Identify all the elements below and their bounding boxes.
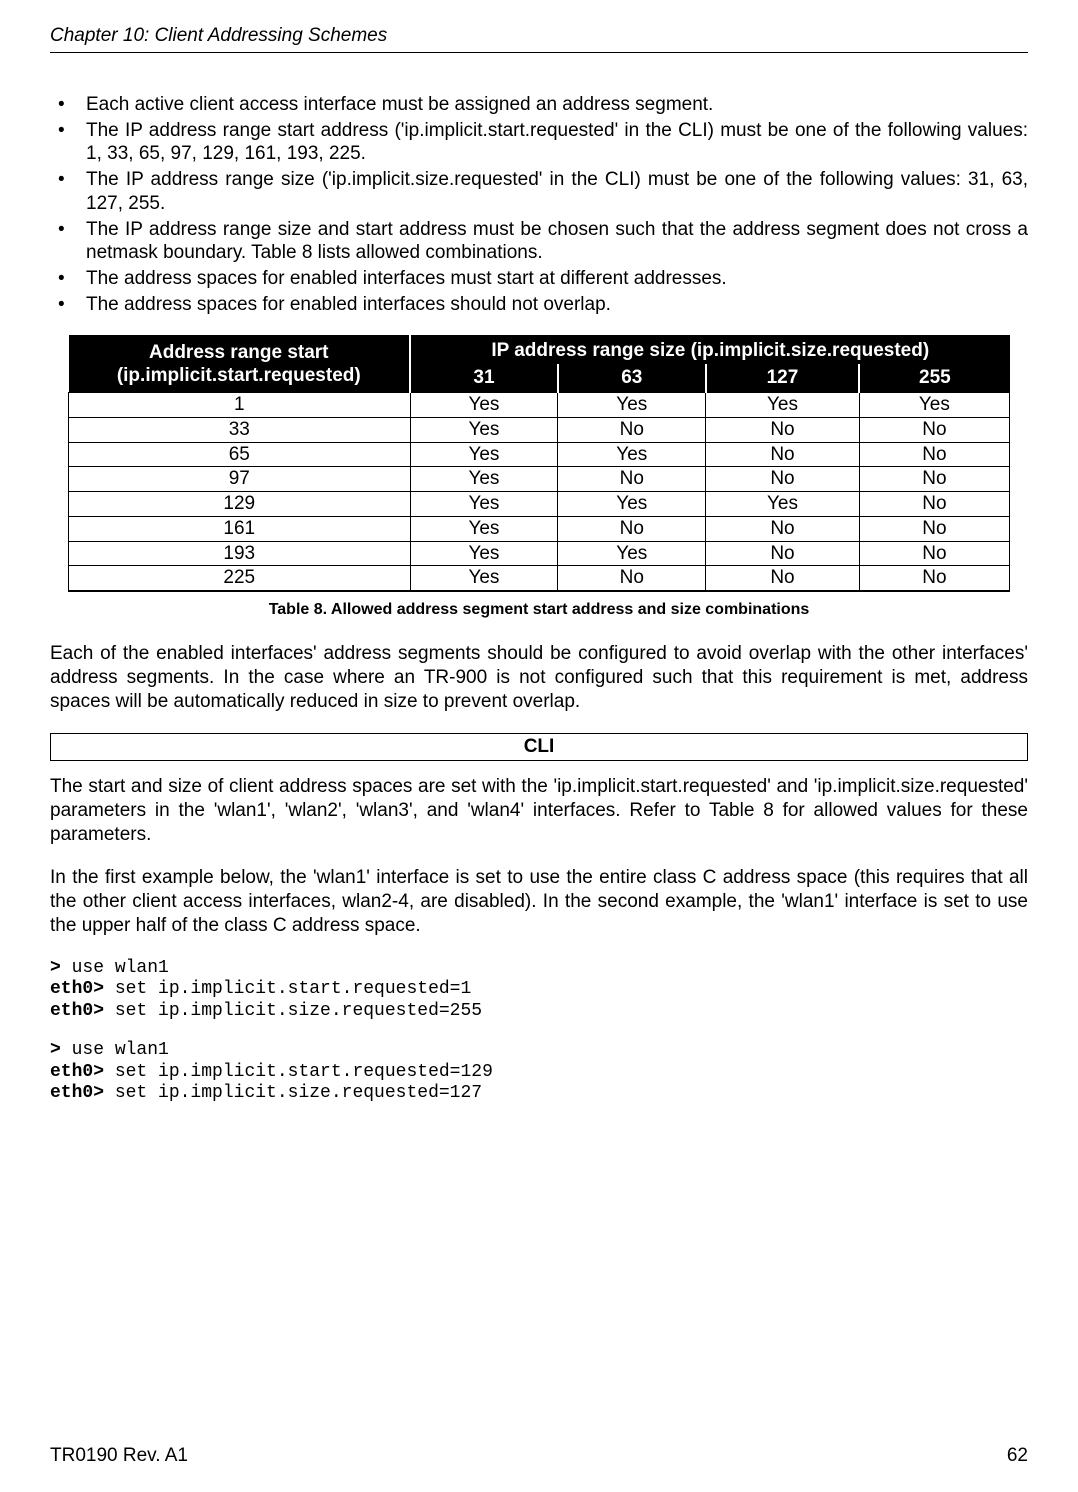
cell-start: 225 [69, 566, 411, 591]
cell-value: No [859, 541, 1009, 566]
table-row: 129YesYesYesNo [69, 492, 1010, 517]
address-table: Address range start (ip.implicit.start.r… [68, 335, 1010, 593]
header-rule [50, 52, 1028, 53]
cell-start: 1 [69, 393, 411, 418]
cell-value: No [558, 516, 706, 541]
col-header-start-line1: Address range start [149, 342, 329, 363]
list-item: The address spaces for enabled interface… [50, 293, 1028, 317]
cli-example-2: > use wlan1 eth0> set ip.implicit.start.… [50, 1040, 1028, 1105]
table-row: 33YesNoNoNo [69, 417, 1010, 442]
paragraph-overlap: Each of the enabled interfaces' address … [50, 642, 1028, 713]
cell-value: No [706, 541, 860, 566]
table-row: 193YesYesNoNo [69, 541, 1010, 566]
cell-value: Yes [558, 442, 706, 467]
cell-value: No [706, 516, 860, 541]
cell-value: No [706, 566, 860, 591]
cli-prompt: eth0> [50, 1001, 104, 1021]
list-item: The IP address range start address ('ip.… [50, 119, 1028, 167]
col-header-31: 31 [410, 364, 558, 392]
cell-value: No [859, 566, 1009, 591]
cli-cmd: use wlan1 [61, 958, 169, 978]
cell-start: 65 [69, 442, 411, 467]
chapter-title: Chapter 10: Client Addressing Schemes [50, 24, 1028, 48]
cell-value: No [859, 492, 1009, 517]
cli-heading: CLI [50, 733, 1028, 761]
col-header-63: 63 [558, 364, 706, 392]
cell-start: 161 [69, 516, 411, 541]
cell-value: Yes [410, 393, 558, 418]
cli-prompt: eth0> [50, 1083, 104, 1103]
footer-right: 62 [1007, 1444, 1028, 1468]
list-item: The address spaces for enabled interface… [50, 267, 1028, 291]
footer-left: TR0190 Rev. A1 [50, 1444, 188, 1468]
page-footer: TR0190 Rev. A1 62 [50, 1444, 1028, 1468]
cell-value: Yes [558, 541, 706, 566]
cell-value: No [706, 417, 860, 442]
table-row: 65YesYesNoNo [69, 442, 1010, 467]
col-header-start-line2: (ip.implicit.start.requested) [117, 365, 361, 386]
cli-prompt: eth0> [50, 1062, 104, 1082]
cell-value: Yes [410, 467, 558, 492]
cli-cmd: set ip.implicit.start.requested=1 [104, 979, 471, 999]
cli-cmd: set ip.implicit.size.requested=127 [104, 1083, 482, 1103]
table-row: 97YesNoNoNo [69, 467, 1010, 492]
col-header-255: 255 [859, 364, 1009, 392]
cell-start: 33 [69, 417, 411, 442]
paragraph-cli-intro: The start and size of client address spa… [50, 775, 1028, 846]
table-caption: Table 8. Allowed address segment start a… [50, 600, 1028, 620]
cli-prompt: > [50, 1040, 61, 1060]
cell-start: 193 [69, 541, 411, 566]
cell-value: No [558, 566, 706, 591]
col-header-start: Address range start (ip.implicit.start.r… [69, 336, 411, 393]
cli-prompt: > [50, 958, 61, 978]
cell-value: No [706, 442, 860, 467]
cell-value: Yes [706, 492, 860, 517]
cell-value: No [558, 417, 706, 442]
cli-example-1: > use wlan1 eth0> set ip.implicit.start.… [50, 958, 1028, 1023]
cell-start: 129 [69, 492, 411, 517]
cell-value: Yes [410, 516, 558, 541]
col-header-size: IP address range size (ip.implicit.size.… [410, 336, 1009, 365]
cell-value: Yes [410, 492, 558, 517]
cli-cmd: set ip.implicit.size.requested=255 [104, 1001, 482, 1021]
cell-value: No [558, 467, 706, 492]
cell-value: Yes [410, 442, 558, 467]
table-row: 225YesNoNoNo [69, 566, 1010, 591]
cell-value: Yes [706, 393, 860, 418]
cell-value: Yes [558, 393, 706, 418]
list-item: The IP address range size ('ip.implicit.… [50, 168, 1028, 216]
cli-cmd: use wlan1 [61, 1040, 169, 1060]
list-item: Each active client access interface must… [50, 93, 1028, 117]
cell-value: Yes [410, 566, 558, 591]
table-row: 1YesYesYesYes [69, 393, 1010, 418]
cli-prompt: eth0> [50, 979, 104, 999]
paragraph-examples-intro: In the first example below, the 'wlan1' … [50, 866, 1028, 937]
table-row: 161YesNoNoNo [69, 516, 1010, 541]
cell-value: No [859, 516, 1009, 541]
cell-start: 97 [69, 467, 411, 492]
cell-value: Yes [410, 541, 558, 566]
cell-value: Yes [558, 492, 706, 517]
cell-value: No [859, 442, 1009, 467]
col-header-127: 127 [706, 364, 860, 392]
cell-value: Yes [859, 393, 1009, 418]
list-item: The IP address range size and start addr… [50, 218, 1028, 266]
cell-value: No [859, 417, 1009, 442]
cli-cmd: set ip.implicit.start.requested=129 [104, 1062, 493, 1082]
bullet-list: Each active client access interface must… [50, 93, 1028, 317]
cell-value: No [859, 467, 1009, 492]
cell-value: No [706, 467, 860, 492]
cell-value: Yes [410, 417, 558, 442]
